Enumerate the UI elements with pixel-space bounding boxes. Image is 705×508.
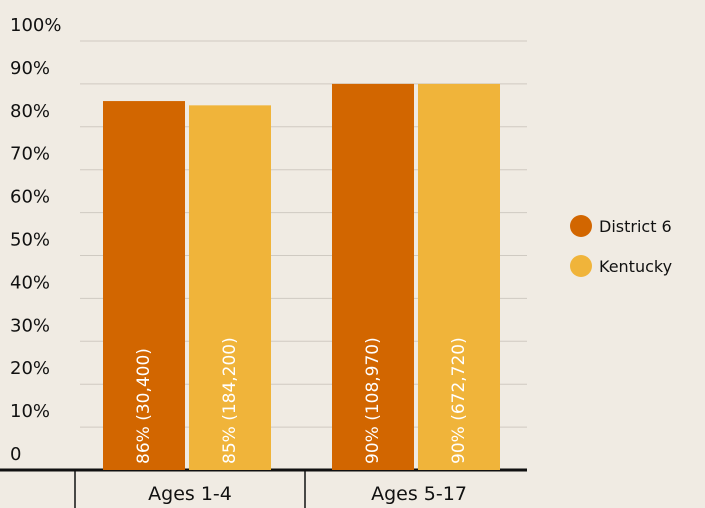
legend-label: Kentucky: [599, 257, 672, 276]
bar: [189, 105, 271, 470]
x-tick-label: Ages 5-17: [371, 483, 467, 505]
bar: [332, 83, 414, 471]
y-tick-label: 0: [10, 444, 21, 465]
value-label: 90% (672,720): [449, 337, 469, 464]
y-tick-label: 30%: [10, 315, 50, 336]
y-tick-label: 70%: [10, 144, 50, 165]
x-tick-label: Ages 1-4: [148, 483, 232, 505]
y-tick-label: 100%: [10, 15, 61, 36]
y-tick-label: 40%: [10, 272, 50, 293]
y-tick-label: 90%: [10, 58, 50, 79]
y-tick-label: 20%: [10, 358, 50, 379]
y-tick-label: 50%: [10, 230, 50, 251]
y-tick-label: 10%: [10, 401, 50, 422]
value-label: 90% (108,970): [363, 337, 383, 464]
bar: [418, 83, 500, 471]
bar: [103, 101, 185, 470]
value-label: 86% (30,400): [134, 348, 154, 464]
y-tick-label: 80%: [10, 101, 50, 122]
legend-swatch: [570, 215, 592, 237]
legend-label: District 6: [599, 217, 672, 236]
value-label: 85% (184,200): [220, 337, 240, 464]
y-tick-label: 60%: [10, 187, 50, 208]
legend-swatch: [570, 255, 592, 277]
